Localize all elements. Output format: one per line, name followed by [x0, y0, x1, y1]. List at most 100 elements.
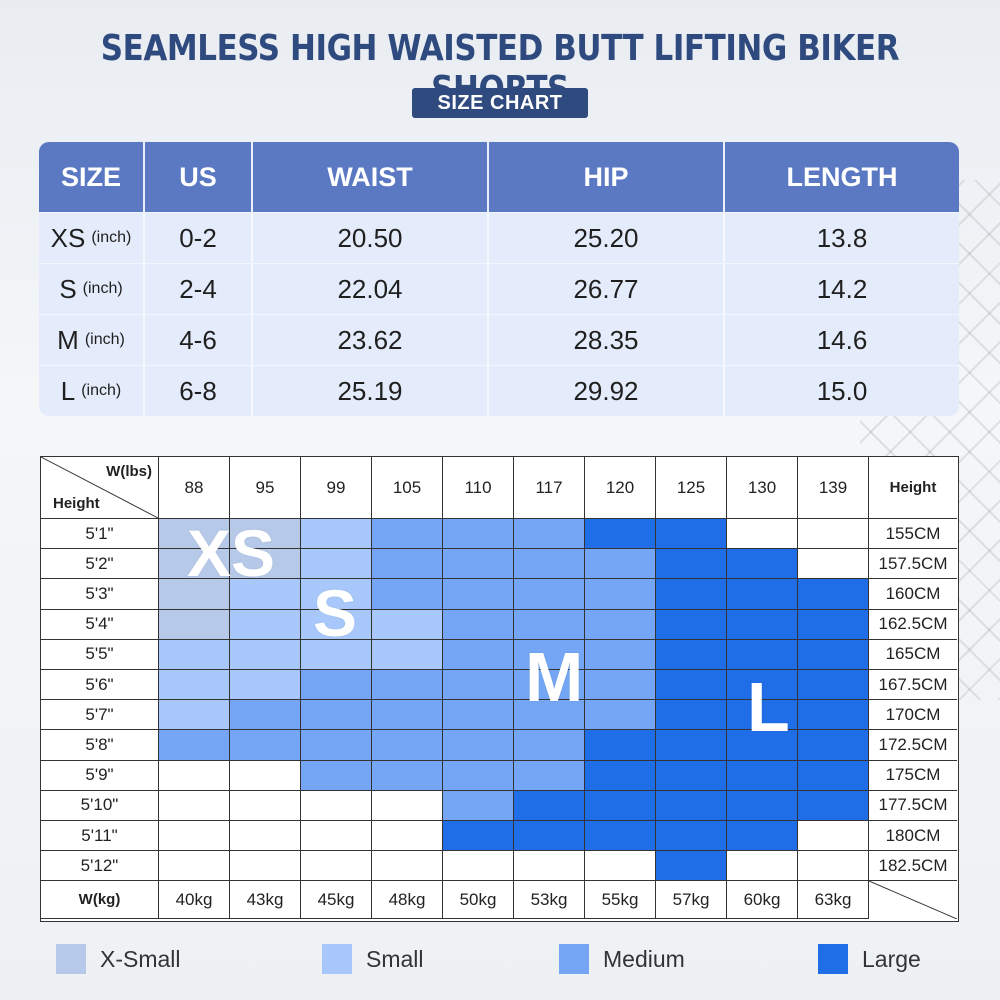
size-zone-cell — [514, 821, 585, 852]
size-zone-cell — [585, 670, 656, 701]
grid-row: 5'10" 177.5CM — [41, 790, 957, 821]
empty-cell — [372, 851, 443, 882]
size-zone-cell — [727, 670, 798, 701]
weight-kg-cell: 40kg — [159, 881, 230, 920]
empty-cell — [159, 851, 230, 882]
weight-lbs-header: 130 — [727, 457, 798, 519]
grid-row: 5'9" 175CM — [41, 760, 957, 791]
header-size: SIZE — [39, 142, 145, 212]
small-zone-label: S — [313, 576, 358, 650]
size-table: SIZE US WAIST HIP LENGTH XS (inch) 0-2 20.5… — [39, 142, 959, 416]
empty-cell — [230, 851, 301, 882]
hip-cell: 25.20 — [489, 213, 725, 263]
empty-cell — [301, 851, 372, 882]
height-ft-cell: 5'6" — [41, 670, 159, 701]
size-zone-cell — [656, 549, 727, 580]
us-cell: 2-4 — [145, 264, 253, 314]
size-zone-cell — [443, 609, 514, 640]
size-zone-cell — [798, 670, 869, 701]
size-zone-cell — [656, 851, 727, 882]
empty-cell — [230, 760, 301, 791]
grid-row: 5'12" 182.5CM — [41, 851, 957, 882]
height-ft-cell: 5'9" — [41, 760, 159, 791]
size-table-header: SIZE US WAIST HIP LENGTH — [39, 142, 959, 212]
hip-cell: 26.77 — [489, 264, 725, 314]
size-zone-cell — [301, 609, 372, 640]
size-letter: M — [57, 324, 79, 355]
size-zone-cell — [301, 670, 372, 701]
size-letter: S — [59, 273, 77, 304]
grid-row: 5'1" 155CM — [41, 519, 957, 550]
size-zone-cell — [656, 821, 727, 852]
height-ft-cell: 5'3" — [41, 579, 159, 610]
us-cell: 6-8 — [145, 366, 253, 416]
size-zone-cell — [798, 730, 869, 761]
size-cell: S (inch) — [39, 264, 145, 314]
size-zone-cell — [301, 549, 372, 580]
weight-lbs-header: 117 — [514, 457, 585, 519]
size-zone-cell — [301, 579, 372, 610]
height-cm-cell: 172.5CM — [869, 730, 957, 761]
size-zone-cell — [585, 639, 656, 670]
weight-lbs-label: W(lbs) — [106, 463, 152, 480]
size-zone-cell — [301, 519, 372, 550]
size-zone-cell — [514, 790, 585, 821]
hip-cell: 28.35 — [489, 315, 725, 365]
size-zone-cell — [372, 639, 443, 670]
size-zone-cell — [230, 609, 301, 640]
empty-cell — [372, 790, 443, 821]
weight-lbs-header: 120 — [585, 457, 656, 519]
size-zone-cell — [727, 700, 798, 731]
size-zone-cell — [230, 579, 301, 610]
unit-label: (inch) — [82, 280, 123, 297]
size-zone-cell — [656, 579, 727, 610]
size-zone-cell — [514, 670, 585, 701]
size-zone-cell — [230, 670, 301, 701]
height-cm-cell: 160CM — [869, 579, 957, 610]
empty-cell — [230, 821, 301, 852]
large-zone-label: L — [747, 668, 790, 746]
size-zone-cell — [585, 549, 656, 580]
size-zone-cell — [656, 519, 727, 550]
size-zone-cell — [159, 519, 230, 550]
weight-kg-cell: 50kg — [443, 881, 514, 920]
legend-item: X-Small — [56, 944, 181, 974]
size-zone-cell — [372, 579, 443, 610]
size-zone-cell — [159, 549, 230, 580]
size-zone-cell — [159, 609, 230, 640]
empty-cell — [372, 821, 443, 852]
size-zone-cell — [372, 549, 443, 580]
header-waist: WAIST — [253, 142, 489, 212]
height-ft-cell: 5'2" — [41, 549, 159, 580]
weight-lbs-header: 125 — [656, 457, 727, 519]
size-zone-cell — [230, 549, 301, 580]
size-zone-cell — [727, 790, 798, 821]
size-zone-cell — [372, 700, 443, 731]
height-cm-header: Height — [869, 457, 957, 519]
size-zone-cell — [727, 579, 798, 610]
size-zone-cell — [443, 639, 514, 670]
weight-kg-cell: 55kg — [585, 881, 656, 920]
height-ft-cell: 5'5" — [41, 639, 159, 670]
weight-kg-cell: 45kg — [301, 881, 372, 920]
height-cm-cell: 175CM — [869, 761, 957, 791]
legend-label: Small — [366, 945, 424, 972]
unit-label: (inch) — [91, 229, 132, 246]
size-letter: XS — [50, 222, 86, 253]
empty-cell — [301, 821, 372, 852]
size-zone-cell — [798, 760, 869, 791]
height-cm-cell: 157.5CM — [869, 549, 957, 580]
length-cell: 15.0 — [816, 375, 868, 406]
height-cm-cell: 182.5CM — [869, 851, 957, 882]
size-cell: L (inch) — [39, 366, 145, 416]
legend-swatch — [559, 944, 589, 974]
size-zone-cell — [443, 519, 514, 550]
size-zone-cell — [372, 519, 443, 550]
size-zone-cell — [585, 760, 656, 791]
grid-row: 5'6" 167.5CM — [41, 670, 957, 701]
height-label: Height — [53, 495, 100, 512]
size-zone-cell — [727, 609, 798, 640]
waist-cell: 23.62 — [253, 315, 489, 365]
grid-row: 5'11" 180CM — [41, 821, 957, 852]
size-zone-cell — [798, 790, 869, 821]
